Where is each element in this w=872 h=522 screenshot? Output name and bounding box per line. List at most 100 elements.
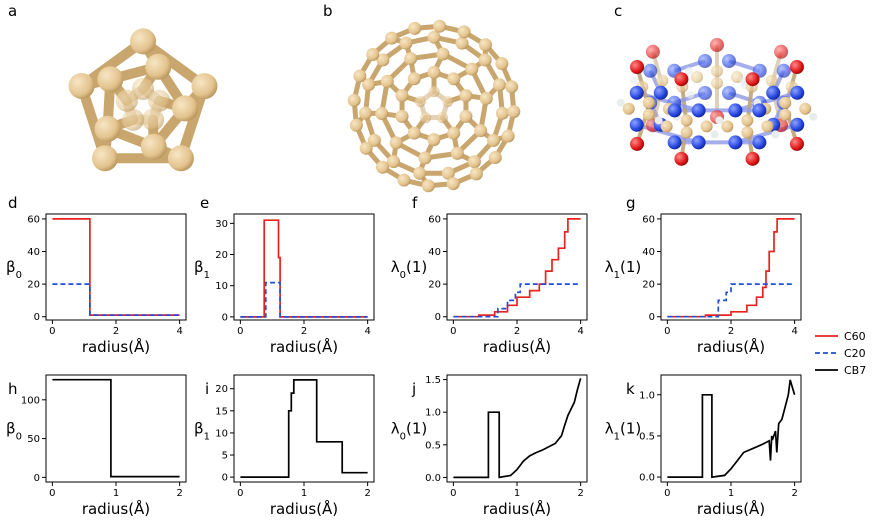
y-tick-label: 40 bbox=[428, 247, 441, 258]
c60-atom bbox=[478, 38, 492, 52]
y-tick-label: 10 bbox=[215, 428, 228, 439]
c60-atom bbox=[447, 126, 461, 140]
cb7-atom bbox=[642, 96, 655, 109]
c60-atom bbox=[397, 173, 411, 187]
x-tick-label: 2 bbox=[514, 326, 520, 337]
c60-atom bbox=[359, 106, 373, 120]
c20-atom bbox=[172, 95, 199, 122]
cb7-atom bbox=[630, 76, 639, 85]
x-tick-label: 0 bbox=[237, 326, 243, 337]
c20-atom bbox=[148, 89, 171, 112]
c60-atom bbox=[436, 47, 450, 61]
c60-atom bbox=[347, 93, 361, 107]
c60-atom bbox=[376, 160, 390, 174]
cb7-atom bbox=[771, 130, 780, 139]
c20-fullerene-image bbox=[68, 28, 218, 172]
c60-atom bbox=[376, 53, 390, 67]
cb7-atom bbox=[799, 102, 812, 115]
cb7-atom bbox=[654, 116, 663, 125]
cb7-atom bbox=[667, 103, 682, 118]
cb7-atom bbox=[642, 108, 655, 121]
c60-atom bbox=[414, 96, 426, 108]
cb7-atom bbox=[616, 98, 625, 107]
cb7-atom bbox=[711, 77, 723, 89]
c60-atom bbox=[375, 107, 389, 121]
x-tick-label: 1 bbox=[113, 488, 119, 499]
y-tick-label: 40 bbox=[27, 247, 40, 258]
y-tick-label: 60 bbox=[642, 214, 655, 225]
series-line-c60 bbox=[240, 219, 368, 318]
chart-j: 0 1 2 0.0 0.5 1.0 1.5 radius(Å) λ0(1) bbox=[391, 374, 588, 518]
x-tick-label: 4 bbox=[364, 326, 370, 337]
cb7-atom bbox=[728, 135, 743, 150]
c60-atom bbox=[349, 118, 363, 132]
c60-atom bbox=[367, 133, 381, 147]
y-tick-label: 0.5 bbox=[639, 431, 655, 442]
x-axis-label: radius(Å) bbox=[270, 499, 338, 518]
c60-atom bbox=[399, 36, 413, 50]
c20-atom bbox=[141, 108, 165, 131]
cb7-atom bbox=[765, 74, 778, 87]
cb7-atom bbox=[710, 38, 724, 52]
c60-fullerene-image bbox=[347, 19, 521, 193]
c20-atom bbox=[131, 77, 155, 101]
cb7-atom bbox=[752, 103, 767, 118]
plot-frame bbox=[660, 213, 802, 321]
x-tick-label: 2 bbox=[728, 326, 734, 337]
cb7-atom bbox=[766, 85, 781, 100]
cb7-atom bbox=[680, 114, 693, 127]
c60-atom bbox=[420, 112, 432, 124]
c60-atom bbox=[487, 133, 501, 147]
cb7-atom bbox=[715, 116, 724, 125]
c60-atom bbox=[441, 166, 455, 180]
y-tick-label: 1.0 bbox=[425, 408, 441, 419]
c60-atom bbox=[479, 91, 493, 105]
c60-atom bbox=[395, 109, 409, 123]
cb7-atom bbox=[776, 63, 791, 78]
cb7-atom bbox=[629, 117, 644, 132]
cb7-atom bbox=[721, 120, 734, 133]
panel-label-j: j bbox=[411, 380, 416, 398]
y-tick-label: 100 bbox=[21, 395, 40, 406]
plot-frame bbox=[660, 374, 802, 483]
chart-h: 0 1 2 0 50 100 radius(Å) β0 bbox=[6, 374, 187, 518]
x-axis-label: radius(Å) bbox=[483, 337, 551, 356]
cb7-atom bbox=[698, 54, 712, 68]
x-tick-label: 1 bbox=[514, 488, 520, 499]
c60-atom bbox=[446, 177, 460, 191]
panel-label-k: k bbox=[626, 380, 635, 398]
chart-k: 0 1 2 0.0 0.5 1.0 radius(Å) λ1(1) bbox=[605, 374, 802, 518]
y-tick-label: 20 bbox=[27, 280, 40, 291]
c20-atom bbox=[91, 145, 118, 172]
c20-atom bbox=[121, 108, 145, 131]
cb7-atom bbox=[630, 60, 645, 75]
c60-atom bbox=[407, 72, 421, 86]
c60-atom bbox=[495, 57, 509, 71]
x-tick-label: 0 bbox=[450, 488, 456, 499]
panel-label-b: b bbox=[323, 2, 333, 20]
panel-label-d: d bbox=[8, 194, 18, 212]
c60-atom bbox=[457, 25, 471, 39]
cb7-cucurbituril-image bbox=[616, 38, 818, 166]
c60-atom bbox=[450, 146, 464, 160]
y-tick-label: 0 bbox=[222, 473, 228, 484]
c60-atom bbox=[421, 179, 435, 193]
y-axis-label: λ0(1) bbox=[391, 258, 428, 281]
c20-atom bbox=[97, 66, 124, 93]
c60-atom bbox=[495, 106, 509, 120]
x-tick-label: 2 bbox=[364, 488, 370, 499]
series-line-c20 bbox=[240, 281, 368, 318]
series-line-c20 bbox=[52, 283, 180, 316]
cb7-atom bbox=[752, 135, 767, 150]
y-axis-label: λ0(1) bbox=[391, 420, 428, 443]
legend-label-cb7: CB7 bbox=[844, 364, 866, 377]
x-axis-label: radius(Å) bbox=[697, 337, 765, 356]
series-line-cb7 bbox=[52, 378, 180, 478]
y-tick-label: 1.5 bbox=[425, 375, 441, 386]
c60-atom bbox=[427, 133, 441, 147]
c60-atom bbox=[436, 112, 448, 124]
x-tick-label: 0 bbox=[450, 326, 456, 337]
panel-label-e: e bbox=[200, 194, 209, 212]
cb7-atom bbox=[674, 72, 689, 87]
x-tick-label: 2 bbox=[176, 488, 182, 499]
